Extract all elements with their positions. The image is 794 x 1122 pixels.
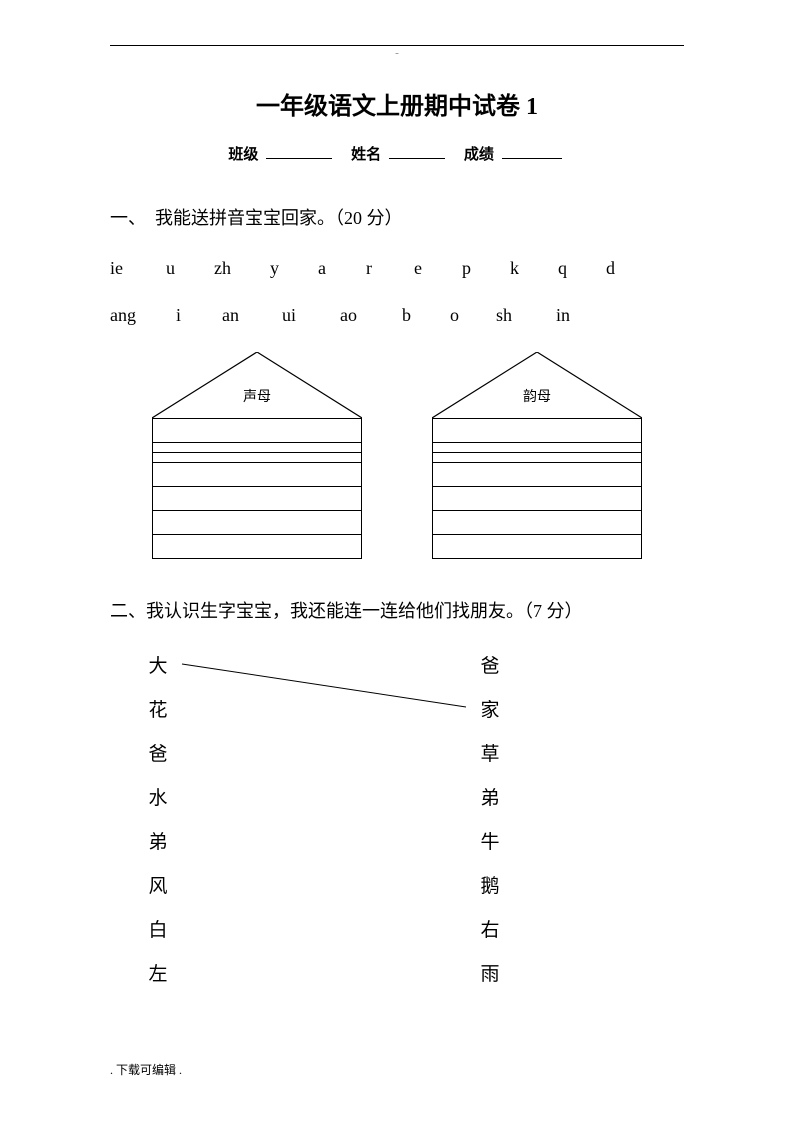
name-label: 姓名 <box>351 147 381 163</box>
pinyin-item[interactable]: ang <box>110 305 176 326</box>
q2-text: 我认识生字宝宝，我还能连一连给他们找朋友。（7 分） <box>146 601 583 621</box>
match-row: 左雨 <box>144 959 504 1003</box>
match-row: 白右 <box>144 915 504 959</box>
match-left-char[interactable]: 风 <box>144 871 172 898</box>
q1-heading: 一、 我能送拼音宝宝回家。（20 分） <box>110 204 684 230</box>
match-row: 水弟 <box>144 783 504 827</box>
house-writing-line[interactable] <box>433 486 641 510</box>
top-rule <box>110 45 684 46</box>
house-yunmu-body <box>432 418 642 559</box>
match-left-char[interactable]: 花 <box>144 695 172 722</box>
match-left-char[interactable]: 白 <box>144 915 172 942</box>
pinyin-item[interactable]: ui <box>282 305 340 326</box>
class-label: 班级 <box>228 147 258 163</box>
pinyin-item[interactable]: q <box>558 258 606 279</box>
house-writing-line[interactable] <box>433 462 641 486</box>
roof-icon <box>432 352 642 418</box>
house-writing-line[interactable] <box>153 486 361 510</box>
match-right-char[interactable]: 右 <box>476 915 504 942</box>
pinyin-item[interactable]: an <box>222 305 282 326</box>
house-writing-line[interactable] <box>433 442 641 452</box>
house-writing-line[interactable] <box>433 510 641 534</box>
pinyin-item[interactable]: zh <box>214 258 270 279</box>
match-left-char[interactable]: 爸 <box>144 739 172 766</box>
q1-text: 我能送拼音宝宝回家。（20 分） <box>155 208 403 228</box>
q1-number: 一、 <box>110 208 146 228</box>
house-writing-line[interactable] <box>153 462 361 486</box>
house-shengmu-roof: 声母 <box>152 352 362 418</box>
pinyin-row-2: angianuiaoboshin <box>110 305 684 326</box>
match-left-char[interactable]: 左 <box>144 959 172 986</box>
pinyin-item[interactable]: e <box>414 258 462 279</box>
roof-icon <box>152 352 362 418</box>
match-row: 大爸 <box>144 651 504 695</box>
q2-heading: 二、我认识生字宝宝，我还能连一连给他们找朋友。（7 分） <box>110 597 684 623</box>
house-writing-line[interactable] <box>433 418 641 442</box>
house-writing-line[interactable] <box>153 442 361 452</box>
pinyin-item[interactable]: in <box>556 305 596 326</box>
footer-text: . 下载可编辑 . <box>110 1061 182 1078</box>
score-label: 成绩 <box>464 147 494 163</box>
pinyin-item[interactable]: ie <box>110 258 166 279</box>
match-left-char[interactable]: 弟 <box>144 827 172 854</box>
house-writing-line[interactable] <box>433 452 641 462</box>
student-info-line: 班级 姓名 成绩 <box>110 143 684 164</box>
house-shengmu-body <box>152 418 362 559</box>
pinyin-item[interactable]: o <box>450 305 496 326</box>
tiny-header-mark: .. <box>110 48 684 56</box>
houses-container: 声母 韵母 <box>110 352 684 559</box>
page: .. 一年级语文上册期中试卷 1 班级 姓名 成绩 一、 我能送拼音宝宝回家。（… <box>0 0 794 1122</box>
house-writing-line[interactable] <box>153 452 361 462</box>
pinyin-item[interactable]: d <box>606 258 636 279</box>
match-exercise: 大爸花家爸草水弟弟牛风鹅白右左雨 <box>144 651 504 1003</box>
house-yunmu-roof: 韵母 <box>432 352 642 418</box>
match-right-char[interactable]: 弟 <box>476 783 504 810</box>
house-shengmu[interactable]: 声母 <box>152 352 362 559</box>
q2-number: 二、 <box>110 601 146 621</box>
pinyin-item[interactable]: a <box>318 258 366 279</box>
match-row: 爸草 <box>144 739 504 783</box>
match-row: 花家 <box>144 695 504 739</box>
house-writing-line[interactable] <box>433 534 641 558</box>
score-blank[interactable] <box>502 145 562 159</box>
pinyin-item[interactable]: k <box>510 258 558 279</box>
match-right-char[interactable]: 草 <box>476 739 504 766</box>
match-right-char[interactable]: 家 <box>476 695 504 722</box>
house-shengmu-label: 声母 <box>152 386 362 406</box>
house-writing-line[interactable] <box>153 534 361 558</box>
house-yunmu-label: 韵母 <box>432 386 642 406</box>
house-yunmu[interactable]: 韵母 <box>432 352 642 559</box>
match-row: 风鹅 <box>144 871 504 915</box>
pinyin-item[interactable]: i <box>176 305 222 326</box>
class-blank[interactable] <box>266 145 332 159</box>
house-writing-line[interactable] <box>153 418 361 442</box>
pinyin-item[interactable]: y <box>270 258 318 279</box>
page-title: 一年级语文上册期中试卷 1 <box>110 86 684 121</box>
match-right-char[interactable]: 鹅 <box>476 871 504 898</box>
pinyin-item[interactable]: p <box>462 258 510 279</box>
match-right-char[interactable]: 牛 <box>476 827 504 854</box>
match-left-char[interactable]: 大 <box>144 651 172 678</box>
match-right-char[interactable]: 爸 <box>476 651 504 678</box>
pinyin-item[interactable]: sh <box>496 305 556 326</box>
name-blank[interactable] <box>389 145 445 159</box>
pinyin-item[interactable]: ao <box>340 305 402 326</box>
house-writing-line[interactable] <box>153 510 361 534</box>
match-right-char[interactable]: 雨 <box>476 959 504 986</box>
match-row: 弟牛 <box>144 827 504 871</box>
pinyin-item[interactable]: r <box>366 258 414 279</box>
pinyin-item[interactable]: u <box>166 258 214 279</box>
pinyin-row-1: ieuzhyarepkqd <box>110 258 684 279</box>
pinyin-item[interactable]: b <box>402 305 450 326</box>
match-left-char[interactable]: 水 <box>144 783 172 810</box>
